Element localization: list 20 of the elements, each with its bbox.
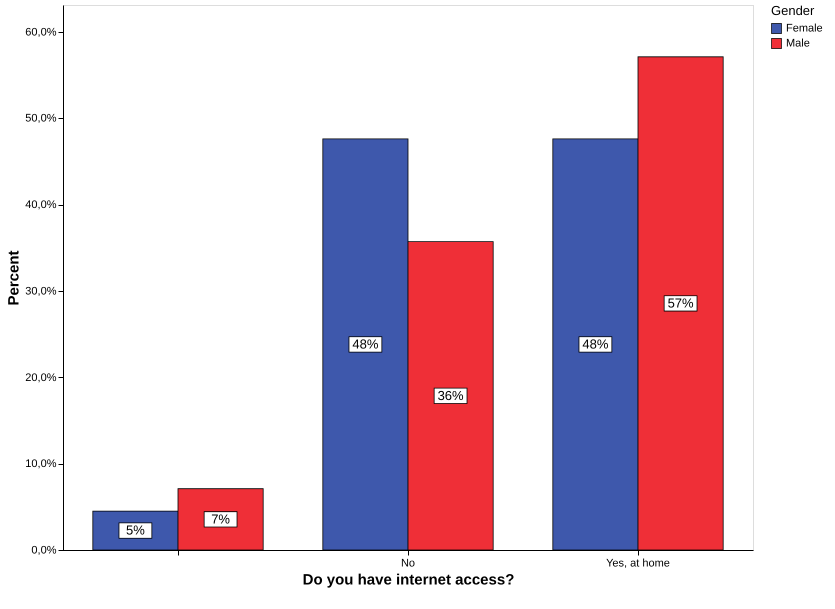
y-tick-label: 0,0% (31, 544, 57, 556)
x-tick-label: Yes, at home (606, 558, 670, 570)
data-label: 48% (352, 336, 379, 352)
legend-label: Female (786, 22, 823, 34)
y-axis-title: Percent (5, 250, 22, 306)
y-tick-label: 50,0% (25, 112, 57, 125)
data-label: 57% (668, 295, 694, 310)
y-tick-label: 40,0% (25, 199, 57, 212)
x-axis-title: Do you have internet access? (302, 572, 514, 588)
y-tick-label: 60,0% (25, 26, 57, 38)
legend-label: Male (786, 38, 810, 50)
y-tick-label: 20,0% (25, 372, 57, 384)
legend-title: Gender (771, 3, 816, 18)
y-tick-label: 30,0% (25, 285, 57, 298)
data-label: 36% (438, 388, 464, 403)
data-label: 48% (582, 336, 609, 352)
data-label: 5% (126, 522, 146, 538)
y-tick-label: 10,0% (25, 458, 57, 470)
x-tick-label: No (400, 558, 416, 570)
data-label: 7% (211, 511, 230, 526)
